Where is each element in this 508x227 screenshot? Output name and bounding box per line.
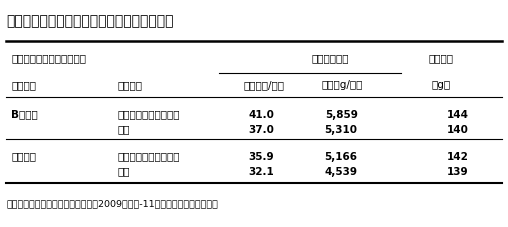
Text: 山口県現地ハウス圃場、夏秋作型（2009年７月-11月収穫物）、健全株調査: 山口県現地ハウス圃場、夏秋作型（2009年７月-11月収穫物）、健全株調査 [7, 200, 218, 209]
Text: 32.1: 32.1 [248, 167, 274, 177]
Text: 140: 140 [447, 125, 469, 135]
Text: 慣行: 慣行 [117, 125, 130, 135]
Text: 果重（g/株）: 果重（g/株） [322, 81, 363, 91]
Text: 試験区（穂木品種：麗夏）: 試験区（穂木品種：麗夏） [12, 54, 86, 64]
Text: （g）: （g） [431, 81, 451, 91]
Text: 接ぎ木法: 接ぎ木法 [117, 81, 143, 91]
Text: 142: 142 [447, 152, 469, 162]
Text: 高接ぎ木（第３葉上）: 高接ぎ木（第３葉上） [117, 152, 180, 162]
Text: 平均果重: 平均果重 [428, 54, 454, 64]
Text: 37.0: 37.0 [248, 125, 274, 135]
Text: Bバリア: Bバリア [12, 110, 38, 120]
Text: 5,310: 5,310 [325, 125, 358, 135]
Text: 台木品種: 台木品種 [12, 81, 37, 91]
Text: 高接ぎ木（第３葉上）: 高接ぎ木（第３葉上） [117, 110, 180, 120]
Text: 41.0: 41.0 [248, 110, 274, 120]
Text: 5,859: 5,859 [325, 110, 358, 120]
Text: レシーブ: レシーブ [12, 152, 37, 162]
Text: 慣行: 慣行 [117, 167, 130, 177]
Text: 表１　高接ぎ木と慣行の収量及び品質の比較: 表１ 高接ぎ木と慣行の収量及び品質の比較 [7, 14, 174, 28]
Text: 株当たり収量: 株当たり収量 [311, 54, 348, 64]
Text: 144: 144 [447, 110, 469, 120]
Text: 果数（個/株）: 果数（個/株） [244, 81, 284, 91]
Text: 5,166: 5,166 [325, 152, 358, 162]
Text: 139: 139 [447, 167, 469, 177]
Text: 35.9: 35.9 [248, 152, 274, 162]
Text: 4,539: 4,539 [325, 167, 358, 177]
